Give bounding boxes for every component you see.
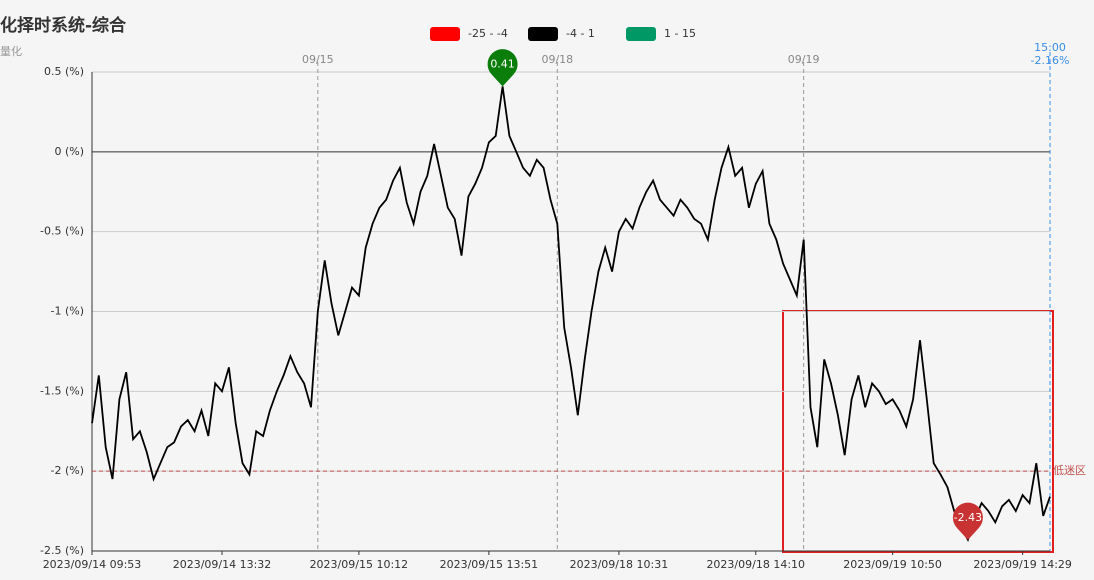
chart-subtitle: 量化 xyxy=(0,44,22,58)
x-tick-label: 2023/09/15 10:12 xyxy=(310,558,409,571)
min-pin-label: -2.43 xyxy=(954,511,982,524)
max-pin xyxy=(487,49,518,87)
chart-title: 化择时系统-综合 xyxy=(0,15,127,36)
y-tick-label: -1 (%) xyxy=(51,305,85,318)
date-divider-label: 09/19 xyxy=(788,53,820,66)
highlight-box xyxy=(782,310,1054,553)
series-line xyxy=(91,86,1051,543)
end-marker-time: 15:00 xyxy=(1034,41,1066,54)
x-tick-label: 2023/09/19 14:29 xyxy=(973,558,1072,571)
y-tick-label: 0.5 (%) xyxy=(44,65,84,78)
legend-label: -25 - -4 xyxy=(468,27,508,40)
x-tick-label: 2023/09/18 14:10 xyxy=(706,558,805,571)
date-divider-label: 09/15 xyxy=(302,53,334,66)
x-tick-label: 2023/09/15 13:51 xyxy=(440,558,539,571)
y-tick-label: -1.5 (%) xyxy=(40,384,84,397)
end-marker-value: -2.16% xyxy=(1031,54,1070,67)
y-tick-label: -2 (%) xyxy=(51,464,85,477)
y-tick-label: -2.5 (%) xyxy=(40,544,84,557)
legend-swatch xyxy=(528,27,558,41)
min-pin xyxy=(952,502,983,540)
x-tick-label: 2023/09/14 13:32 xyxy=(173,558,272,571)
max-pin-label: 0.41 xyxy=(490,57,515,70)
y-tick-label: -0.5 (%) xyxy=(40,225,84,238)
legend-label: 1 - 15 xyxy=(664,27,696,40)
x-tick-label: 2023/09/14 09:53 xyxy=(43,558,142,571)
threshold-label: 低迷区 xyxy=(1053,464,1086,477)
y-tick-label: 0 (%) xyxy=(54,145,84,158)
x-tick-label: 2023/09/19 10:50 xyxy=(843,558,942,571)
legend-swatch xyxy=(430,27,460,41)
legend-swatch xyxy=(626,27,656,41)
x-tick-label: 2023/09/18 10:31 xyxy=(570,558,669,571)
legend-label: -4 - 1 xyxy=(566,27,595,40)
date-divider-label: 09/18 xyxy=(541,53,573,66)
